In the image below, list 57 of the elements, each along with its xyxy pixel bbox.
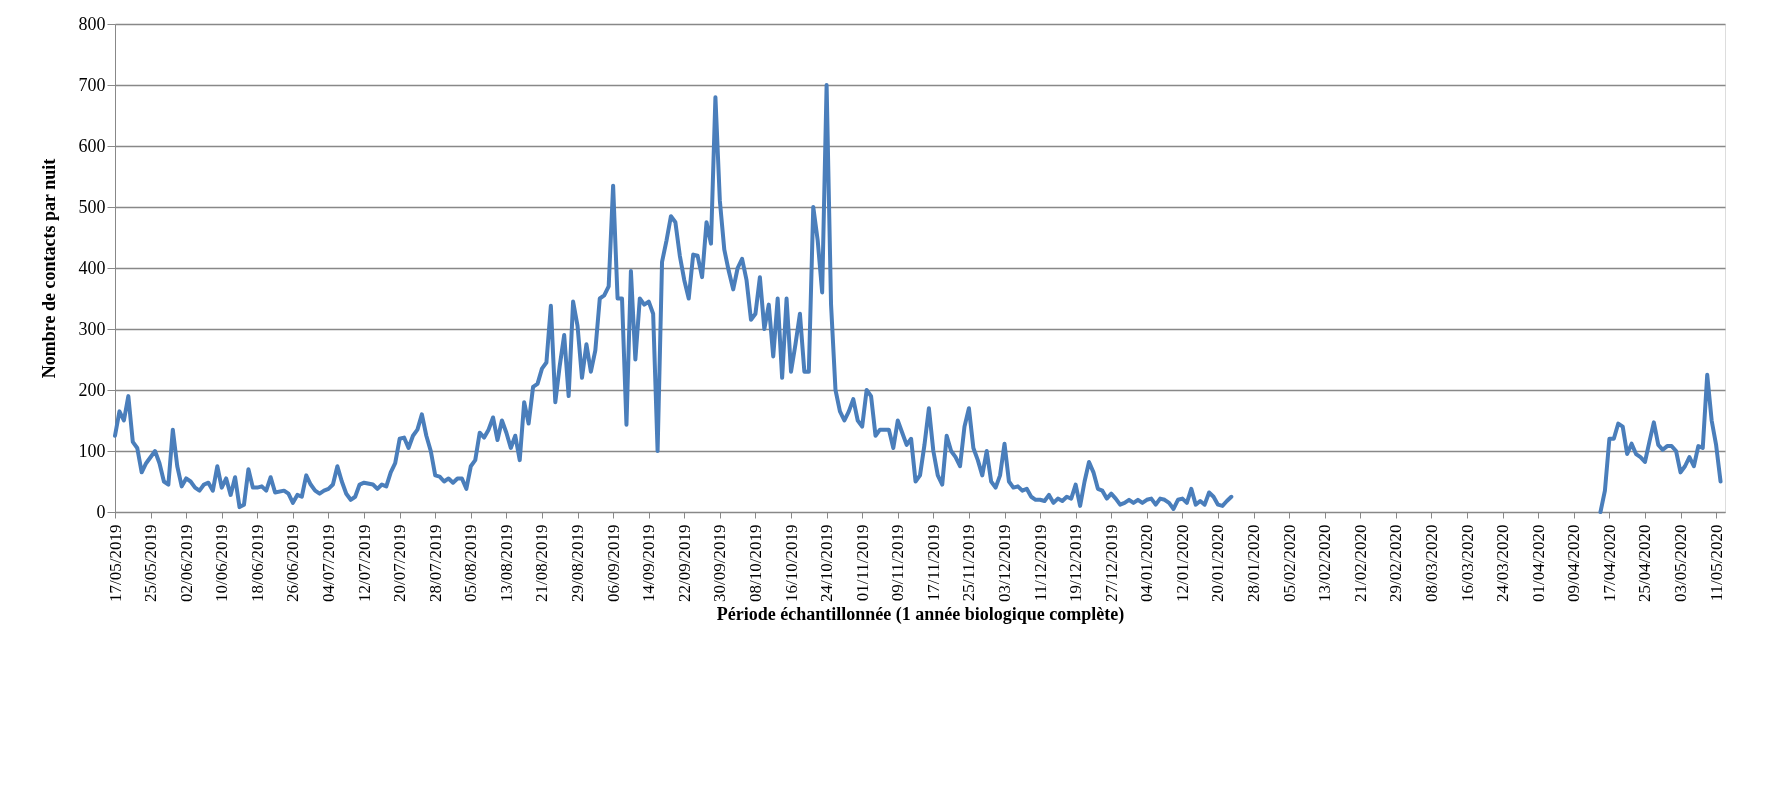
x-tick-label: 17/11/2019 [923, 524, 943, 602]
x-tick-label: 12/01/2020 [1172, 524, 1192, 602]
x-tick-label: 16/10/2019 [781, 524, 801, 602]
x-tick-label: 24/03/2020 [1493, 524, 1513, 602]
x-tick-label: 28/01/2020 [1244, 524, 1264, 602]
x-tick-label: 26/06/2019 [283, 524, 303, 602]
x-tick-label: 03/05/2020 [1671, 524, 1691, 602]
x-tick-label: 16/03/2020 [1457, 524, 1477, 602]
x-tick-label: 05/08/2019 [461, 524, 481, 602]
y-tick-label: 500 [78, 196, 106, 217]
y-tick-label: 800 [78, 13, 106, 34]
x-tick-label: 17/05/2019 [105, 524, 125, 602]
x-tick-label: 09/11/2019 [888, 524, 908, 602]
x-tick-label: 11/12/2019 [1030, 524, 1050, 602]
x-tick-label: 25/04/2020 [1635, 524, 1655, 602]
x-tick-label: 10/06/2019 [212, 524, 232, 602]
x-tick-label: 03/12/2019 [995, 524, 1014, 602]
y-tick-label: 700 [78, 74, 106, 95]
x-tick-label: 12/07/2019 [354, 524, 374, 602]
x-tick-label: 13/08/2019 [496, 524, 516, 602]
y-tick-label: 0 [96, 501, 106, 522]
x-tick-label: 25/11/2019 [959, 524, 979, 602]
x-tick-label: 14/09/2019 [639, 524, 659, 602]
y-tick-label: 300 [78, 318, 106, 339]
x-tick-label: 21/02/2020 [1350, 524, 1370, 602]
x-tick-label: 01/04/2020 [1528, 524, 1548, 602]
x-tick-label: 13/02/2020 [1315, 524, 1335, 602]
y-tick-label: 200 [78, 379, 106, 400]
x-tick-label: 21/08/2019 [532, 524, 552, 602]
x-tick-label: 29/02/2020 [1386, 524, 1406, 602]
x-tick-label: 08/10/2019 [745, 524, 765, 602]
x-tick-label: 20/01/2020 [1208, 524, 1228, 602]
x-tick-label: 11/05/2020 [1706, 524, 1726, 602]
x-tick-label: 08/03/2020 [1421, 524, 1441, 602]
y-tick-label: 600 [78, 135, 106, 156]
x-tick-label: 09/04/2020 [1564, 524, 1584, 602]
y-tick-label: 100 [78, 440, 106, 461]
x-tick-label: 06/09/2019 [603, 524, 623, 602]
x-tick-label: 02/06/2019 [176, 524, 196, 602]
x-tick-label: 05/02/2020 [1279, 524, 1299, 602]
x-tick-label: 20/07/2019 [390, 524, 410, 602]
x-tick-label: 24/10/2019 [817, 524, 837, 602]
x-axis-title: Période échantillonnée (1 année biologique complète) [716, 603, 1125, 625]
x-tick-label: 29/08/2019 [568, 524, 588, 602]
x-tick-label: 17/04/2020 [1599, 524, 1619, 602]
x-tick-label: 28/07/2019 [425, 524, 445, 602]
x-tick-label: 01/11/2019 [852, 524, 872, 602]
x-tick-label: 22/09/2019 [674, 524, 694, 602]
x-tick-label: 19/12/2019 [1066, 524, 1086, 602]
x-tick-label: 30/09/2019 [710, 524, 730, 602]
x-tick-label: 04/07/2019 [318, 524, 338, 602]
x-tick-label: 27/12/2019 [1101, 524, 1121, 602]
y-axis-title: Nombre de contacts par nuit [38, 158, 59, 379]
x-tick-label: 18/06/2019 [247, 524, 267, 602]
x-tick-label: 25/05/2019 [141, 524, 161, 602]
x-tick-label: 04/01/2020 [1137, 524, 1157, 602]
y-tick-label: 400 [78, 257, 106, 278]
